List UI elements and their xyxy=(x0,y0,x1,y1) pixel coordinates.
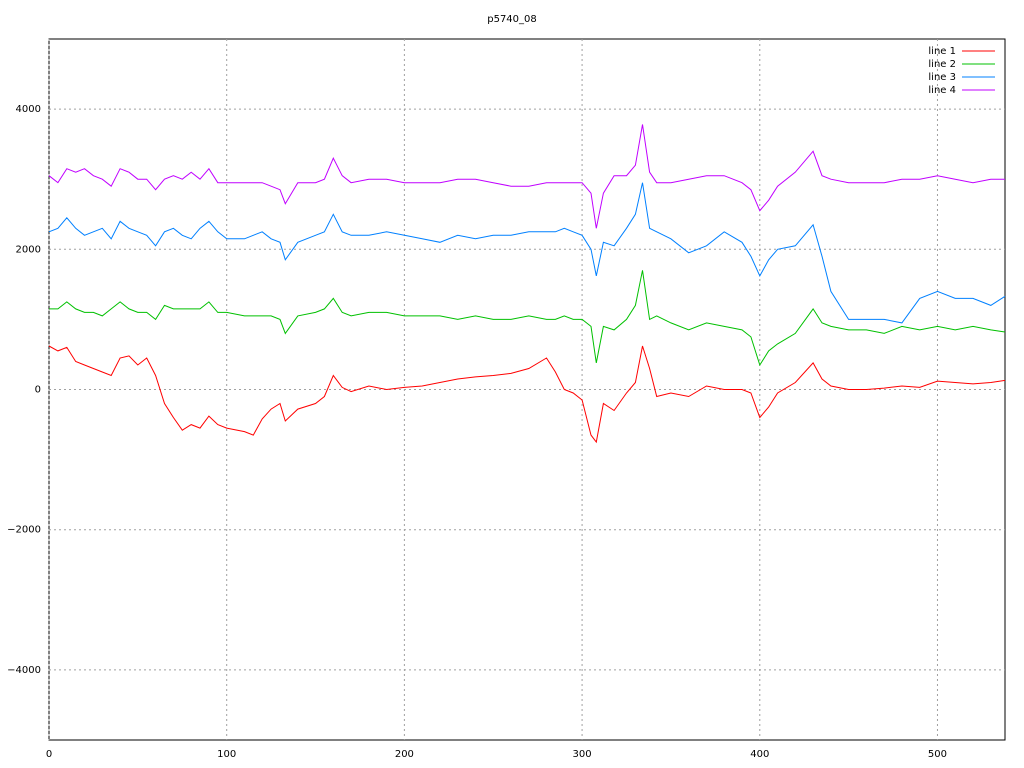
legend-label: line 1 xyxy=(928,46,956,57)
x-tick-label: 500 xyxy=(928,749,947,760)
x-tick-label: 400 xyxy=(750,749,769,760)
x-tick-label: 200 xyxy=(395,749,414,760)
legend-label: line 4 xyxy=(928,85,956,96)
y-tick-label: 4000 xyxy=(16,104,41,115)
data-line xyxy=(48,345,1006,444)
x-tick-label: 300 xyxy=(573,749,592,760)
x-tick-label: 0 xyxy=(46,749,52,760)
data-line xyxy=(49,270,1006,367)
y-tick-label: 2000 xyxy=(16,244,41,255)
y-tick-label: 0 xyxy=(35,385,41,396)
y-tick-label: −4000 xyxy=(7,665,41,676)
data-line xyxy=(48,182,1006,324)
legend-label: line 2 xyxy=(928,59,956,70)
x-tick-label: 100 xyxy=(217,749,236,760)
data-line xyxy=(48,124,1005,229)
y-tick-label: −2000 xyxy=(7,525,41,536)
legend-label: line 3 xyxy=(928,72,956,83)
chart-title: p5740_08 xyxy=(487,14,537,25)
